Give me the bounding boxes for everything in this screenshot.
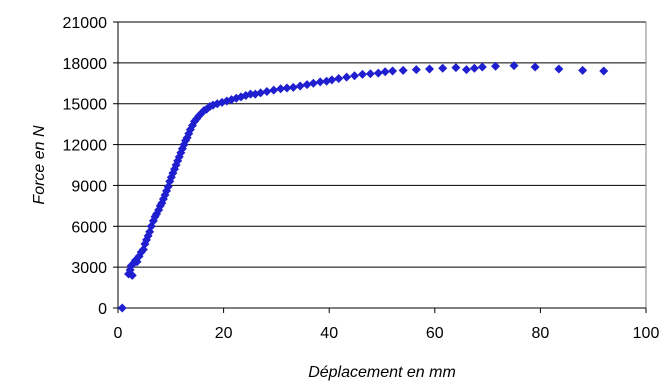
y-axis-title: Force en N [31,125,48,205]
data-point [398,65,408,75]
data-point [327,75,337,85]
data-point [599,66,609,76]
data-point [282,83,292,93]
data-point [461,65,471,75]
x-tick-label: 80 [532,325,550,342]
tick-labels: 0 3000 6000 9000 12000 15000 18000 21000 0 20 40 60… [63,15,660,342]
data-point [302,80,312,90]
x-tick-label: 100 [633,325,660,342]
y-tick-label: 12000 [63,138,108,155]
y-tick-label: 3000 [71,260,107,277]
data-point [117,303,127,313]
x-axis-title: Déplacement en mm [308,364,456,381]
data-point [438,63,448,73]
data-point [334,74,344,84]
x-tick-label: 60 [426,325,444,342]
data-point [357,69,367,79]
data-point [578,65,588,75]
y-tick-label: 9000 [71,178,107,195]
data-point [288,82,298,92]
data-point [451,63,461,73]
data-point [530,62,540,72]
data-point [491,61,501,71]
data-point [246,89,256,99]
data-point [350,71,360,81]
data-point [380,67,390,77]
data-point [388,66,398,76]
y-tick-label: 6000 [71,219,107,236]
data-point [342,72,352,82]
data-point [373,68,383,78]
y-tick-label: 0 [98,301,107,318]
x-tick-label: 0 [114,325,123,342]
data-points [117,61,609,313]
data-point [269,85,279,95]
y-tick-label: 15000 [63,97,108,114]
x-tick-label: 40 [320,325,338,342]
data-point [262,86,272,96]
data-point [315,77,325,87]
data-point [127,270,137,280]
data-point [295,81,305,91]
data-point [554,64,564,74]
data-point [469,63,479,73]
plot-area [118,22,646,308]
gridlines [118,21,646,268]
data-point [425,64,435,74]
data-point [308,78,318,88]
data-point [365,69,375,79]
axes [113,21,647,313]
data-point [276,84,286,94]
data-point [509,61,519,71]
y-tick-label: 21000 [63,15,108,32]
data-point [411,65,421,75]
y-tick-label: 18000 [63,56,108,73]
x-tick-label: 20 [215,325,233,342]
data-point [477,62,487,72]
data-point [256,88,266,98]
